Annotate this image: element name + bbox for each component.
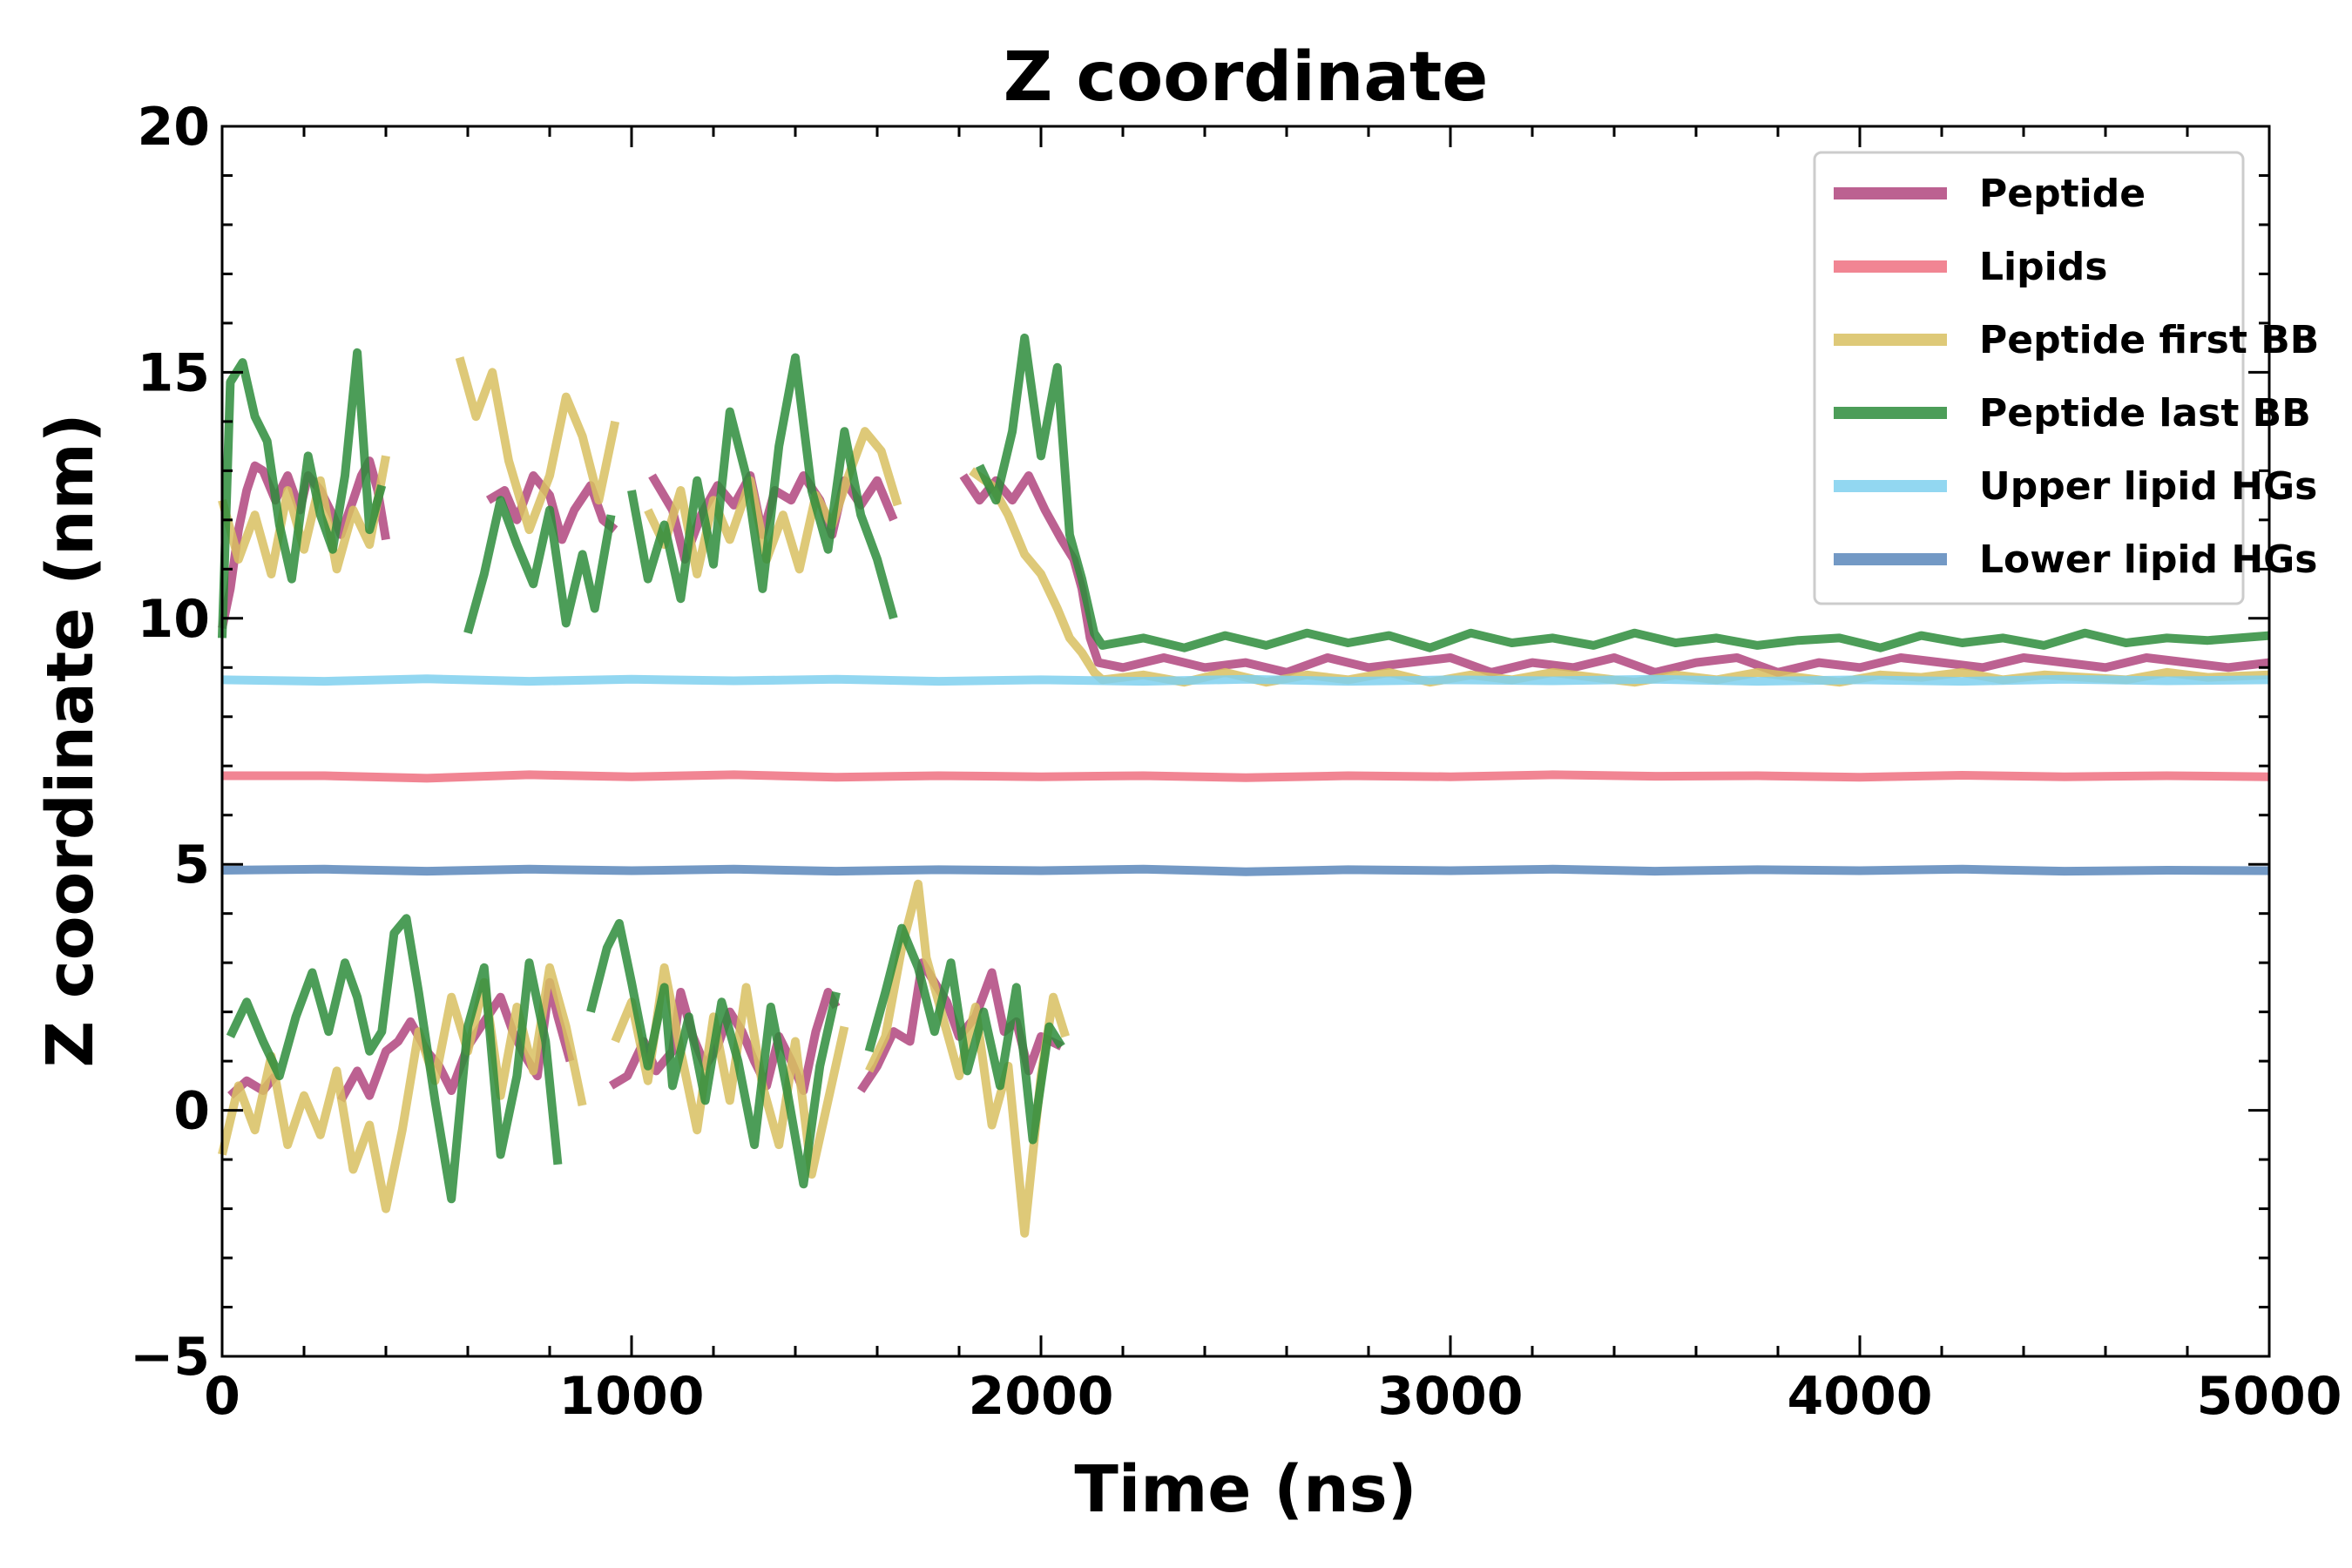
y-tick-label: 5 <box>173 835 210 896</box>
chart-title: Z coordinate <box>1004 38 1489 117</box>
x-tick-label: 1000 <box>559 1366 705 1427</box>
series-line-0-segment-3 <box>959 471 2270 677</box>
y-tick-label: 20 <box>138 97 211 158</box>
series-line-3-segment-4 <box>226 914 563 1204</box>
y-tick-label: −5 <box>130 1327 210 1388</box>
series-line-3-segment-3 <box>975 333 2270 652</box>
series-line-3-segment-6 <box>864 923 1065 1145</box>
series-line-4-segment-0 <box>221 674 2270 686</box>
plot-lines <box>218 333 2270 1238</box>
legend-box <box>1813 151 2245 605</box>
x-tick-label: 4000 <box>1788 1366 1933 1427</box>
series-line-3-segment-2 <box>627 353 898 620</box>
x-axis-label: Time (ns) <box>1074 1452 1416 1527</box>
x-tick-label: 5000 <box>2197 1366 2342 1427</box>
legend-label: Peptide last BB <box>1979 391 2311 436</box>
plot-frame <box>220 125 2271 1358</box>
y-tick-label: 10 <box>138 589 211 650</box>
series-line-2-segment-1 <box>455 356 620 535</box>
y-axis-label: Z coordinate (nm) <box>33 413 108 1067</box>
legend-label: Lower lipid HGs <box>1979 537 2317 582</box>
y-tick-label: 0 <box>173 1081 210 1142</box>
x-tick-label: 2000 <box>969 1366 1114 1427</box>
series-line-3-segment-0 <box>218 348 387 639</box>
x-tick-label: 0 <box>204 1366 240 1427</box>
series-line-2-segment-0 <box>218 455 390 578</box>
series-line-3-segment-5 <box>586 919 841 1189</box>
legend-label: Peptide <box>1979 172 2146 216</box>
series-line-1-segment-0 <box>222 770 2270 783</box>
legend-label: Upper lipid HGs <box>1979 464 2317 509</box>
series-line-3-segment-1 <box>463 496 616 635</box>
x-tick-label: 3000 <box>1378 1366 1524 1427</box>
legend: Peptide Lipids Peptide first BB Peptide las… <box>1813 151 2319 605</box>
series-line-5-segment-0 <box>221 864 2270 876</box>
legend-label: Lipids <box>1979 245 2107 289</box>
legend-label: Peptide first BB <box>1979 318 2319 362</box>
y-tick-label: 15 <box>138 342 211 403</box>
axis-ticks <box>220 125 2271 1358</box>
